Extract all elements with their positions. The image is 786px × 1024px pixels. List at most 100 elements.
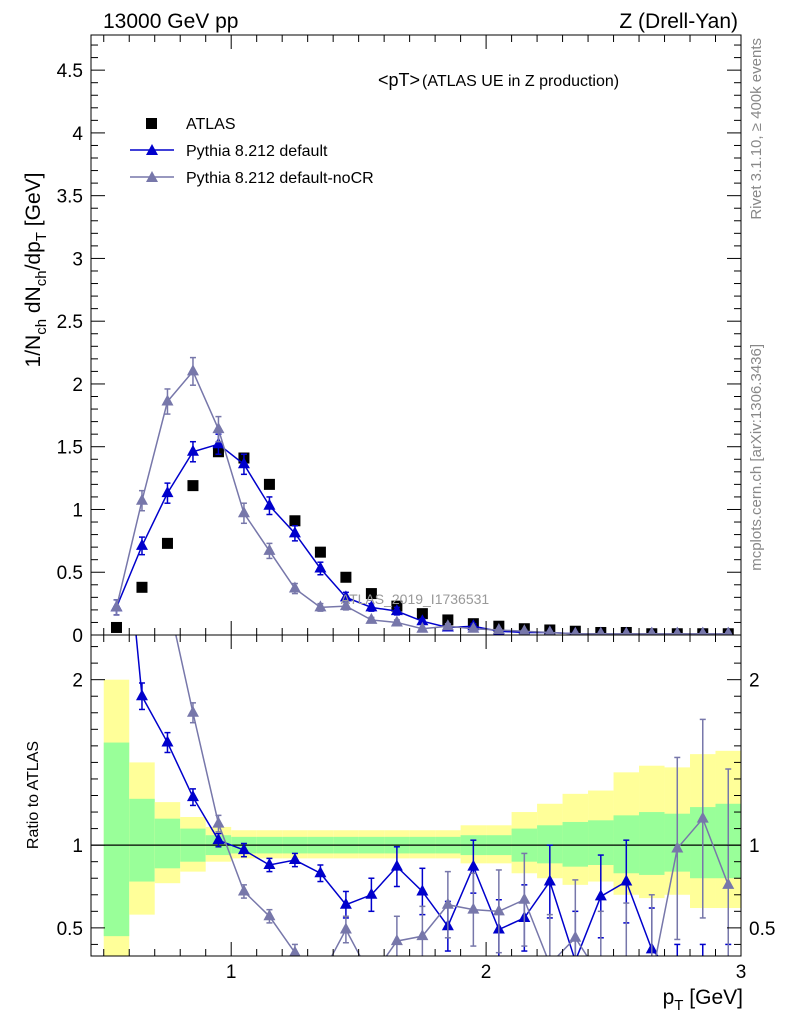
default-ratio-point xyxy=(339,897,352,909)
main-y-tick-label: 3 xyxy=(72,249,83,270)
nocr-data-point xyxy=(339,599,352,611)
atlas-data-point xyxy=(365,588,377,600)
nocr-ratio-point xyxy=(365,971,377,982)
nocr-ratio-point xyxy=(314,971,326,982)
main-y-tick-label: 2 xyxy=(72,375,83,396)
nocr-data-point xyxy=(723,626,733,635)
default-ratio-point xyxy=(314,866,327,878)
main-y-tick-label: 2.5 xyxy=(57,312,83,333)
ratio-y-tick-label-left: 1 xyxy=(72,836,83,857)
nocr-data-point xyxy=(314,600,327,612)
nocr-data-point xyxy=(570,626,580,635)
default-ratio-point xyxy=(110,424,122,435)
ratio-y-tick-label-right: 0.5 xyxy=(749,919,775,940)
atlas-data-point xyxy=(161,537,173,549)
nocr-data-point xyxy=(492,622,505,634)
ratio-x-axis: 1 2 3 xyxy=(103,635,747,983)
default-ratio-point xyxy=(594,889,607,901)
default-ratio-point xyxy=(365,887,378,899)
ratio-y-axis: 0.5 0.5 1 1 2 2 xyxy=(57,646,775,945)
default-ratio-point xyxy=(237,843,250,855)
nocr-ratio-point xyxy=(110,424,122,435)
default-ratio-point xyxy=(212,833,225,845)
mcplots-label: mcplots.cern.ch [arXiv:1306.3436] xyxy=(748,344,765,571)
default-ratio-point xyxy=(186,790,199,802)
nocr-data-point xyxy=(518,624,531,635)
uncertainty-band-inner xyxy=(154,818,181,869)
nocr-data-point xyxy=(672,626,682,635)
nocr-ratio-point xyxy=(416,929,429,941)
default-ratio-point xyxy=(620,874,633,886)
nocr-data-point xyxy=(544,625,556,635)
default-data-point xyxy=(212,437,225,449)
default-ratio-point xyxy=(671,971,683,982)
atlas-data-point xyxy=(340,571,352,583)
legend-atlas-marker xyxy=(146,118,157,129)
nocr-ratio-point xyxy=(646,971,658,982)
atlas-data-point xyxy=(136,581,148,593)
nocr-ratio-point xyxy=(544,957,556,968)
header-left: 13000 GeV pp xyxy=(103,10,238,33)
nocr-ratio-point xyxy=(237,884,250,896)
uncertainty-band-inner xyxy=(103,742,130,937)
default-data-point xyxy=(161,486,174,498)
header-right: Z (Drell-Yan) xyxy=(619,10,738,33)
nocr-data-point xyxy=(237,506,250,518)
nocr-data-point xyxy=(467,621,480,633)
main-y-tick-label: 0 xyxy=(72,626,83,647)
default-data-point xyxy=(263,498,276,510)
ratio-plot-area xyxy=(91,424,741,982)
nocr-ratio-point xyxy=(722,877,735,889)
nocr-ratio-point xyxy=(518,892,531,904)
main-y-axis: 0 0.5 1 1.5 2 2.5 3 3.5 4 4.5 xyxy=(57,44,741,647)
legend-default-marker xyxy=(146,144,158,155)
nocr-ratio-point xyxy=(289,945,301,956)
nocr-data-point xyxy=(647,626,657,635)
nocr-data-point xyxy=(186,364,199,376)
x-tick-label: 3 xyxy=(736,962,747,983)
nocr-ratio-point xyxy=(620,971,632,982)
default-data-point xyxy=(135,538,148,550)
main-y-axis-label: 1/Nch dNch/dpT [GeV] xyxy=(22,173,50,368)
nocr-data-point xyxy=(288,581,301,593)
default-ratio-point xyxy=(288,853,301,865)
nocr-ratio-point xyxy=(263,909,276,921)
legend-nocr-marker xyxy=(146,171,158,182)
nocr-data-point xyxy=(441,619,454,631)
atlas-data-point xyxy=(110,621,122,633)
atlas-data-point xyxy=(289,515,301,527)
x-tick-label: 2 xyxy=(481,962,492,983)
atlas-data-point xyxy=(416,608,428,620)
nocr-ratio-point xyxy=(339,922,352,934)
main-panel: 0 0.5 1 1.5 2 2.5 3 3.5 4 4.5 <pT> (ATLAS UE in Z… xyxy=(22,34,742,647)
atlas-data-point xyxy=(263,478,275,490)
default-data-point xyxy=(237,457,250,469)
default-data-point xyxy=(288,526,301,538)
nocr-ratio-point xyxy=(441,897,454,909)
nocr-ratio-point xyxy=(212,816,225,828)
ratio-y-axis-label: Ratio to ATLAS xyxy=(25,741,42,849)
plot-title-suffix: (ATLAS UE in Z production) xyxy=(422,73,619,90)
main-y-tick-label: 0.5 xyxy=(57,563,83,584)
main-x-axis xyxy=(103,35,742,635)
ratio-y-tick-label-right: 2 xyxy=(749,671,760,692)
default-ratio-point xyxy=(697,971,709,982)
nocr-ratio-point xyxy=(492,904,505,916)
default-data-point xyxy=(186,444,199,456)
nocr-ratio-point xyxy=(671,841,684,853)
nocr-ratio-point xyxy=(467,902,480,914)
plot-title: <pT> xyxy=(378,70,420,90)
atlas-data-point xyxy=(314,546,326,558)
nocr-data-point xyxy=(698,626,708,635)
x-axis-label: pT [GeV] xyxy=(663,986,743,1014)
atlas-data-point xyxy=(187,480,199,492)
nocr-data-point xyxy=(135,493,148,505)
nocr-data-point xyxy=(390,615,403,627)
default-ratio-point xyxy=(135,689,148,701)
analysis-watermark: ATLAS_2019_I1736531 xyxy=(341,591,490,607)
ratio-y-tick-label-right: 1 xyxy=(749,836,760,857)
main-y-tick-label: 4.5 xyxy=(57,61,83,82)
nocr-ratio-point xyxy=(569,930,582,942)
ratio-panel: 0.5 0.5 1 1 2 2 1 2 3 Ratio to ATLAS pT [GeV] xyxy=(25,424,775,1014)
